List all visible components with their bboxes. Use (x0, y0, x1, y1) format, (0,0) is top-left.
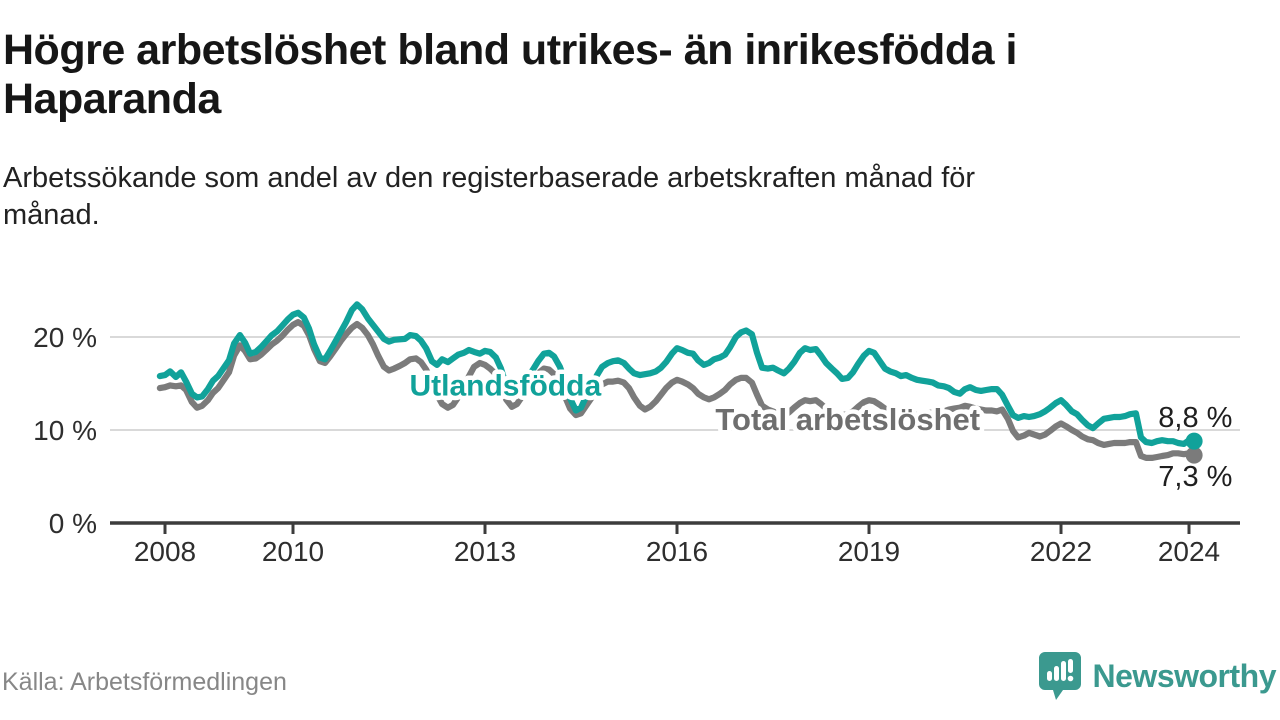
y-tick-label: 20 % (33, 322, 97, 353)
x-tick-label: 2008 (134, 536, 196, 567)
x-tick-label: 2022 (1030, 536, 1092, 567)
page-title-line2: Haparanda (3, 75, 221, 123)
bar-chart-speech-bubble-icon (1038, 652, 1081, 700)
x-tick-label: 2016 (646, 536, 708, 567)
x-tick-label: 2019 (838, 536, 900, 567)
chart-annotation-1: Total arbetslöshet (715, 402, 980, 437)
chart-subtitle-line2: månad. (3, 199, 100, 231)
chart-annotation-2: 8,8 % (1158, 402, 1232, 434)
newsworthy-wordmark: Newsworthy (1092, 657, 1277, 694)
chart-subtitle: Arbetssökande som andel av den registerb… (3, 160, 1203, 234)
x-tick-label: 2024 (1158, 536, 1220, 567)
series-line-total-arbetsloshet (156, 319, 1198, 461)
x-tick-label: 2010 (262, 536, 324, 567)
y-tick-label: 10 % (33, 415, 97, 446)
x-tick-label: 2013 (454, 536, 516, 567)
chart-subtitle-line1: Arbetssökande som andel av den registerb… (3, 162, 976, 194)
newsworthy-logo: Newsworthy (1038, 648, 1277, 704)
chart-annotation-3: 7,3 % (1158, 461, 1232, 493)
series-end-dot-total-arbetsloshet (1185, 446, 1203, 464)
series-end-dot-utlandsfodda (1185, 432, 1203, 450)
chart-annotation-0: Utlandsfödda (409, 370, 601, 403)
source-text: Källa: Arbetsförmedlingen (2, 668, 287, 696)
page-title: Högre arbetslöshet bland utrikes- än inr… (3, 26, 1253, 124)
y-tick-label: 0 % (49, 508, 97, 539)
series-line-utlandsfodda (156, 301, 1198, 447)
page-title-line1: Högre arbetslöshet bland utrikes- än inr… (3, 26, 1017, 74)
